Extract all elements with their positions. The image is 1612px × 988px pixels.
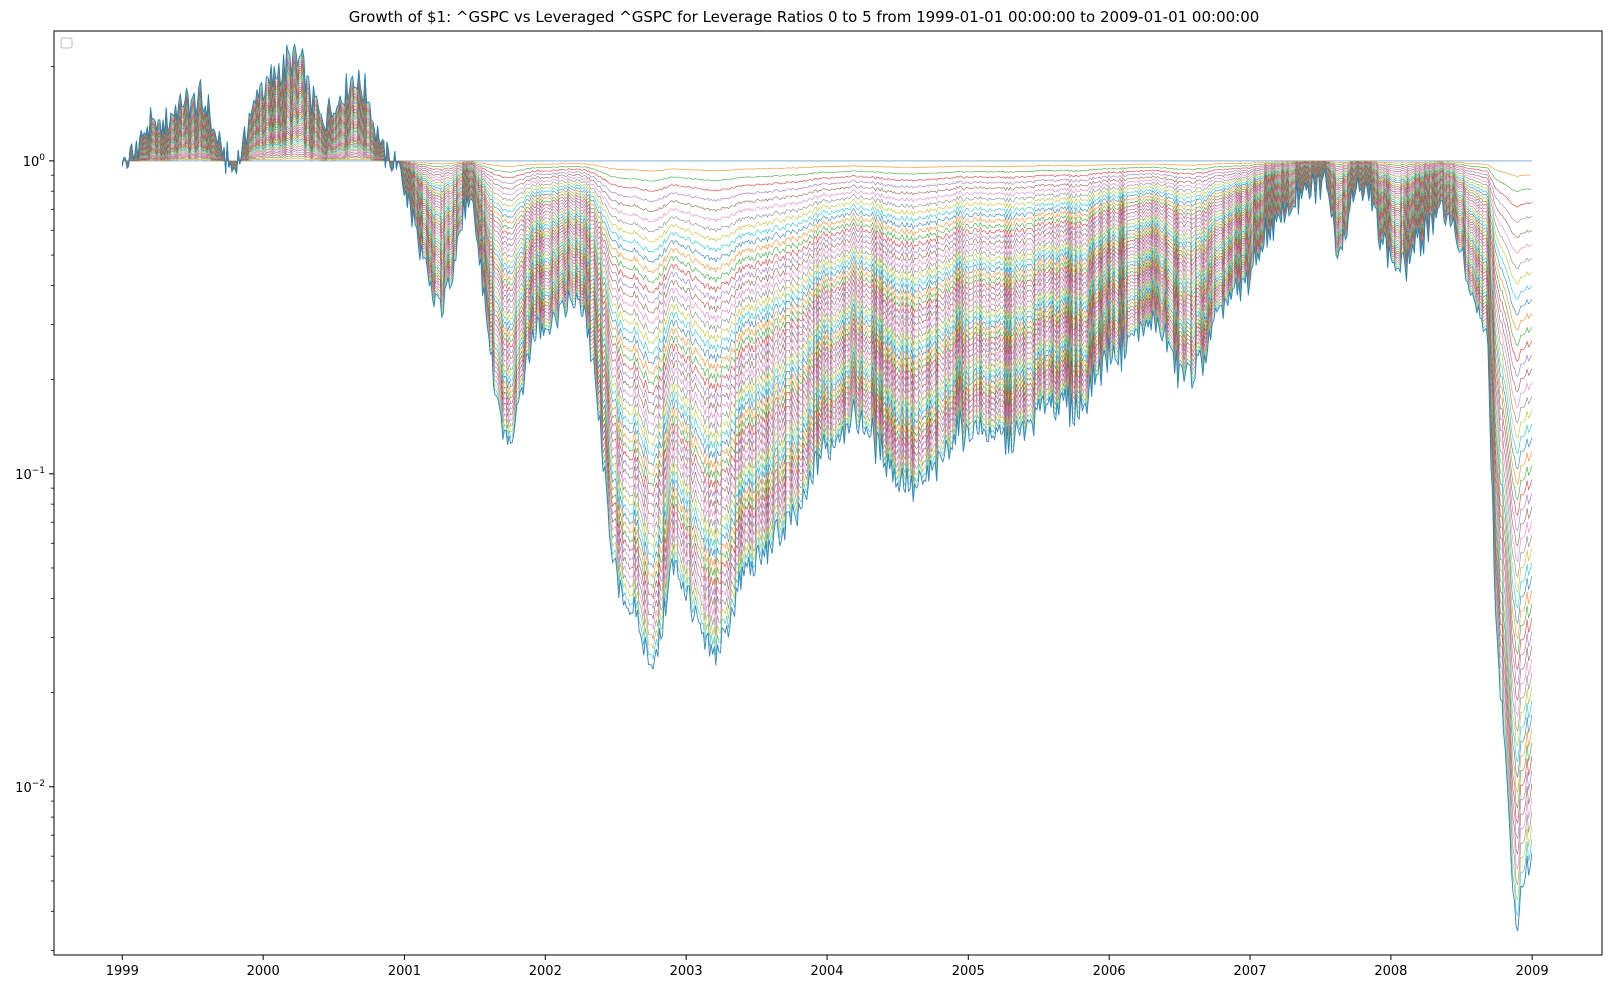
x-tick-label: 2002 bbox=[529, 964, 562, 979]
x-tick-label: 2004 bbox=[810, 964, 843, 979]
series-line bbox=[122, 68, 1533, 763]
series-line bbox=[122, 158, 1532, 177]
y-axis: 100 10−1 10−2 bbox=[15, 66, 54, 951]
series-line bbox=[122, 89, 1533, 624]
series-line bbox=[122, 127, 1533, 378]
series-line bbox=[122, 50, 1533, 885]
series-line bbox=[122, 94, 1533, 594]
series-line bbox=[122, 118, 1533, 439]
series-line bbox=[122, 85, 1533, 655]
series-line bbox=[122, 132, 1533, 347]
series-line bbox=[122, 137, 1533, 316]
series-line bbox=[122, 120, 1533, 424]
series-line bbox=[122, 73, 1533, 732]
series-line bbox=[122, 80, 1533, 686]
series-line bbox=[122, 106, 1533, 516]
x-tick-label: 2009 bbox=[1516, 964, 1549, 979]
chart-title: Growth of $1: ^GSPC vs Leveraged ^GSPC f… bbox=[349, 8, 1260, 26]
x-tick-label: 2000 bbox=[247, 964, 280, 979]
series-line bbox=[122, 48, 1533, 901]
x-tick-label: 2005 bbox=[952, 964, 985, 979]
series-line bbox=[121, 43, 1533, 932]
y-tick-label: 100 bbox=[23, 153, 46, 170]
series-line bbox=[122, 134, 1533, 331]
series-line bbox=[122, 111, 1533, 485]
x-tick-label: 2001 bbox=[388, 964, 421, 979]
series-line bbox=[122, 92, 1533, 609]
series-line bbox=[122, 125, 1533, 393]
series-line bbox=[122, 101, 1533, 547]
series-line bbox=[122, 115, 1533, 455]
series-line bbox=[122, 130, 1533, 362]
series-line bbox=[122, 113, 1533, 470]
series-line bbox=[122, 64, 1533, 794]
series-line bbox=[122, 70, 1533, 748]
series-line bbox=[122, 46, 1533, 916]
x-tick-label: 2006 bbox=[1093, 964, 1126, 979]
x-tick-label: 2008 bbox=[1374, 964, 1407, 979]
series-line bbox=[122, 75, 1533, 717]
x-tick-label: 1999 bbox=[106, 964, 139, 979]
series-line bbox=[122, 103, 1533, 532]
series-line bbox=[122, 62, 1533, 809]
x-tick-label: 2003 bbox=[670, 964, 703, 979]
series-line bbox=[122, 53, 1533, 870]
series-line bbox=[122, 99, 1533, 563]
series-line bbox=[122, 108, 1533, 501]
plot-frame bbox=[53, 30, 1603, 956]
x-axis: 1999 2000 2001 2002 2003 2004 2005 2006 2007 2008… bbox=[106, 955, 1549, 979]
series-line bbox=[122, 67, 1533, 779]
series-line bbox=[122, 87, 1533, 640]
series-line bbox=[122, 60, 1533, 824]
legend-box bbox=[60, 37, 73, 49]
y-tick-label: 10−2 bbox=[15, 779, 45, 796]
y-tick-label: 10−1 bbox=[15, 466, 45, 483]
series-line bbox=[122, 96, 1533, 578]
series-line bbox=[122, 139, 1533, 300]
x-tick-label: 2007 bbox=[1233, 964, 1266, 979]
series-line bbox=[122, 82, 1533, 671]
series-line bbox=[122, 122, 1533, 408]
series-line bbox=[122, 77, 1533, 702]
series-line bbox=[122, 57, 1533, 839]
series-line bbox=[122, 55, 1533, 855]
series-lines bbox=[121, 43, 1533, 932]
